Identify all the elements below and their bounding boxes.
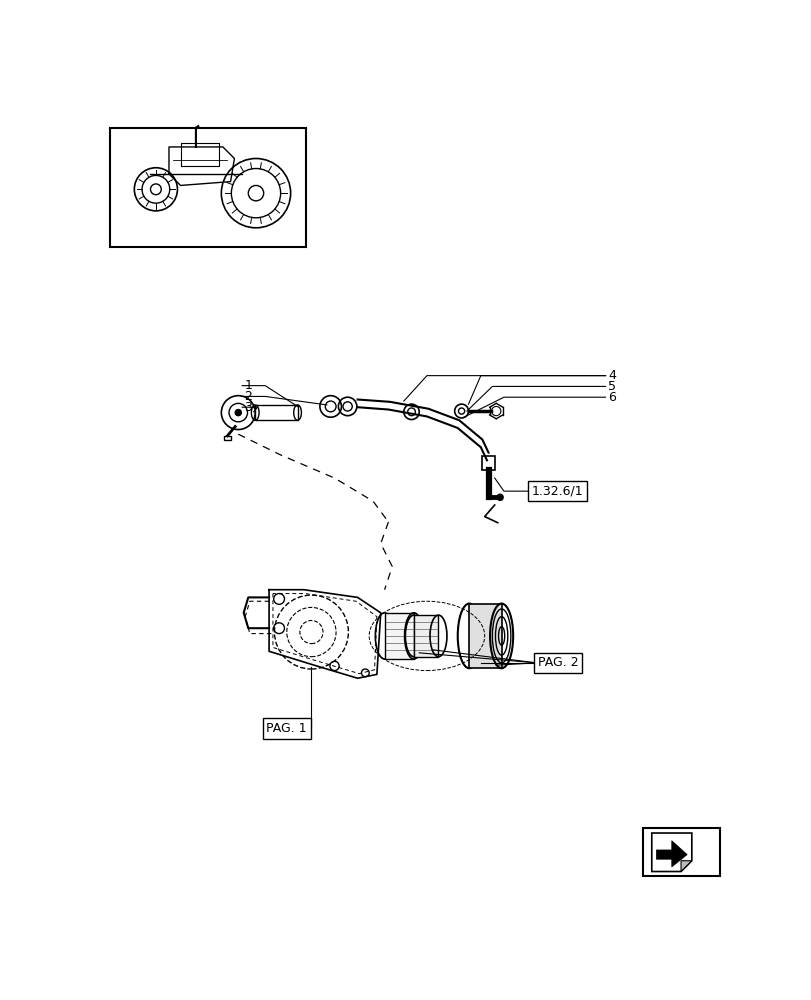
Polygon shape	[680, 861, 691, 872]
Text: PAG. 1: PAG. 1	[266, 722, 307, 735]
Text: 6: 6	[607, 391, 615, 404]
Polygon shape	[651, 833, 691, 872]
Bar	[414, 615, 438, 657]
Text: 1.32.6/1: 1.32.6/1	[531, 485, 583, 498]
Text: 4: 4	[607, 369, 615, 382]
Bar	[469, 604, 501, 668]
Text: 2: 2	[244, 390, 252, 403]
Bar	[255, 405, 297, 420]
Bar	[481, 456, 495, 470]
Polygon shape	[655, 841, 686, 867]
Circle shape	[235, 410, 241, 416]
Bar	[384, 613, 414, 659]
Bar	[642, 828, 719, 876]
Text: PAG. 2: PAG. 2	[537, 656, 577, 669]
Bar	[224, 436, 230, 440]
Text: 5: 5	[607, 380, 615, 393]
Bar	[109, 128, 306, 247]
Text: 1: 1	[244, 379, 252, 392]
Text: 3: 3	[244, 401, 252, 414]
